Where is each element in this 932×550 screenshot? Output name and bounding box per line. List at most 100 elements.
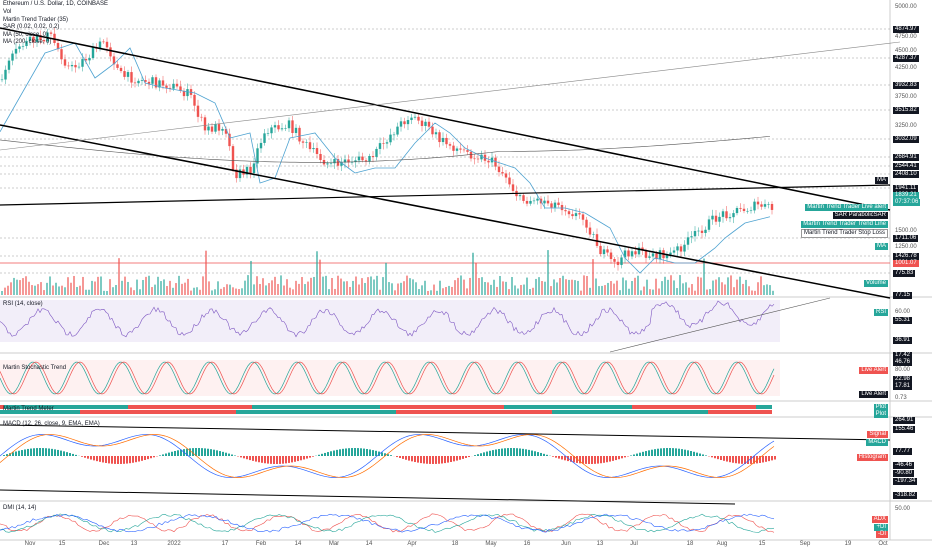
meter-cell — [364, 410, 368, 414]
meter-cell — [252, 405, 256, 409]
candle-body — [235, 169, 238, 179]
volume-bar — [598, 286, 600, 295]
meter-cell — [228, 405, 232, 409]
volume-bar — [691, 284, 693, 295]
meter-cell — [212, 405, 216, 409]
meter-cell — [364, 405, 368, 409]
volume-bar — [70, 282, 72, 295]
meter-cell — [72, 410, 76, 414]
axis-label: 80.00 — [895, 367, 911, 373]
volume-bar — [352, 280, 354, 295]
price-label: 1500.00 — [895, 228, 917, 234]
meter-cell — [532, 410, 536, 414]
trend-line — [0, 41, 901, 151]
meter-cell — [644, 405, 648, 409]
macd-hist — [48, 448, 50, 456]
volume-bar — [658, 288, 660, 295]
candle-body — [522, 195, 525, 201]
meter-cell — [612, 405, 616, 409]
meter-cell — [488, 410, 492, 414]
volume-bar — [13, 277, 15, 295]
meter-cell — [124, 410, 128, 414]
volume-bar — [4, 287, 6, 295]
meter-cell — [140, 410, 144, 414]
meter-cell — [380, 410, 384, 414]
volume-bar — [553, 279, 555, 295]
candle-body — [553, 202, 557, 208]
candle-body — [686, 237, 690, 245]
volume-bar — [682, 283, 684, 295]
meter-cell — [508, 405, 512, 409]
price-tag: Martin Trend Trader Stop Loss — [800, 229, 888, 238]
volume-bar — [391, 283, 393, 295]
meter-cell — [12, 410, 16, 414]
time-label: 16 — [523, 541, 531, 547]
macd-hist — [330, 451, 332, 456]
macd-hist — [651, 449, 653, 456]
candle-body — [112, 56, 116, 65]
volume-bar — [313, 276, 315, 295]
meter-cell — [336, 410, 340, 414]
macd-hist — [396, 456, 398, 458]
volume-bar — [742, 283, 744, 295]
volume-bar — [643, 286, 645, 295]
volume-bar — [283, 285, 285, 295]
volume-bar — [82, 276, 84, 295]
meter-cell — [24, 410, 28, 414]
macd-hist — [126, 456, 128, 464]
meter-cell — [584, 405, 588, 409]
meter-cell — [624, 405, 628, 409]
meter-cell — [664, 410, 668, 414]
axis-label: 0.73 — [895, 395, 907, 401]
meter-cell — [684, 410, 688, 414]
axis-label: 77.77 — [893, 448, 913, 455]
candle-body — [620, 257, 623, 265]
meter-cell — [508, 410, 512, 414]
volume-bar — [487, 282, 489, 295]
candle-body — [25, 40, 28, 47]
meter-cell — [164, 405, 168, 409]
candle-body — [350, 162, 354, 163]
macd-hist — [579, 456, 581, 464]
axis-label: 155.46 — [893, 426, 916, 433]
meter-cell — [172, 405, 176, 409]
meter-cell — [288, 405, 292, 409]
volume-bar — [7, 285, 9, 295]
candle-body — [270, 127, 273, 134]
volume-bar — [583, 275, 585, 295]
macd-hist — [423, 456, 425, 464]
meter-cell — [596, 410, 600, 414]
volume-bar — [763, 285, 765, 295]
meter-cell — [660, 405, 664, 409]
candle-body — [368, 156, 371, 162]
meter-cell — [396, 405, 400, 409]
meter-cell — [648, 410, 652, 414]
volume-bar — [751, 290, 753, 295]
candle-body — [385, 142, 389, 144]
meter-cell — [260, 405, 264, 409]
volume-bar — [562, 275, 564, 295]
time-label: Oct — [878, 541, 888, 547]
candle-body — [497, 166, 501, 173]
macd-hist — [597, 456, 599, 464]
volume-bar — [595, 278, 597, 295]
meter-cell — [492, 405, 496, 409]
candle-body — [417, 116, 420, 121]
volume-bar — [355, 276, 357, 295]
candle-body — [53, 33, 56, 43]
candle-body — [760, 204, 763, 207]
meter-cell — [540, 410, 544, 414]
macd-hist — [60, 450, 62, 456]
meter-cell — [304, 410, 308, 414]
meter-cell — [700, 410, 704, 414]
candle-body — [39, 35, 42, 40]
meter-cell — [412, 405, 416, 409]
macd-hist — [324, 452, 326, 456]
candle-body — [67, 65, 70, 67]
meter-cell — [204, 410, 208, 414]
volume-bar — [229, 284, 231, 295]
meter-cell — [556, 410, 560, 414]
volume-bar — [580, 290, 582, 295]
meter-cell — [464, 410, 468, 414]
